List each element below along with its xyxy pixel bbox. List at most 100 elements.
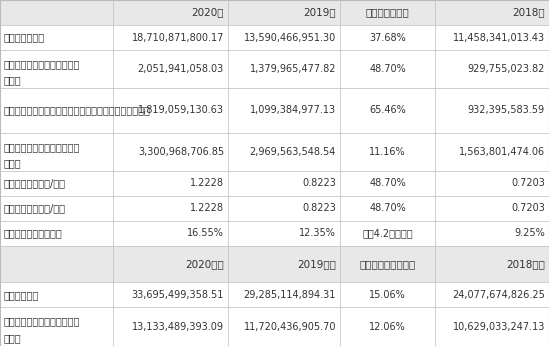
Text: 2,051,941,058.03: 2,051,941,058.03: [138, 64, 224, 74]
Text: 65.46%: 65.46%: [369, 106, 406, 116]
Text: 37.68%: 37.68%: [369, 33, 406, 43]
Text: 归属于上市公司股东的净资产: 归属于上市公司股东的净资产: [4, 317, 80, 327]
Bar: [435, 196, 549, 221]
Text: 11,458,341,013.43: 11,458,341,013.43: [453, 33, 545, 43]
Bar: [0, 221, 113, 246]
Bar: [0, 88, 113, 133]
Text: 33,695,499,358.51: 33,695,499,358.51: [132, 290, 224, 300]
Bar: [0, 0, 113, 25]
Bar: [228, 171, 340, 196]
Text: 0.7203: 0.7203: [511, 203, 545, 213]
Text: 2020年末: 2020年末: [185, 259, 224, 269]
Bar: [435, 221, 549, 246]
Bar: [0, 171, 113, 196]
Bar: [340, 221, 435, 246]
Bar: [435, 282, 549, 307]
Bar: [228, 196, 340, 221]
Text: 2018年: 2018年: [512, 8, 545, 18]
Bar: [0, 246, 113, 282]
Text: 0.8223: 0.8223: [302, 203, 336, 213]
Bar: [340, 50, 435, 88]
Bar: [113, 50, 228, 88]
Bar: [228, 307, 340, 346]
Bar: [228, 133, 340, 171]
Text: 48.70%: 48.70%: [369, 203, 406, 213]
Bar: [228, 221, 340, 246]
Bar: [435, 0, 549, 25]
Text: 16.55%: 16.55%: [187, 228, 224, 238]
Text: 本年比上年增减: 本年比上年增减: [366, 8, 410, 18]
Text: 基本每股收益（元/股）: 基本每股收益（元/股）: [4, 178, 66, 188]
Bar: [435, 246, 549, 282]
Bar: [340, 171, 435, 196]
Text: 2018年末: 2018年末: [506, 259, 545, 269]
Text: 本年末比上年末增减: 本年末比上年末增减: [360, 259, 416, 269]
Text: （元）: （元）: [4, 334, 21, 344]
Text: 1.2228: 1.2228: [190, 203, 224, 213]
Text: 加权平均净资产收益率: 加权平均净资产收益率: [4, 228, 63, 238]
Text: （元）: （元）: [4, 158, 21, 169]
Bar: [0, 282, 113, 307]
Bar: [228, 0, 340, 25]
Bar: [228, 88, 340, 133]
Text: 15.06%: 15.06%: [369, 290, 406, 300]
Bar: [113, 196, 228, 221]
Text: 归属于上市公司股东的净利润: 归属于上市公司股东的净利润: [4, 59, 80, 69]
Text: 0.8223: 0.8223: [302, 178, 336, 188]
Bar: [113, 221, 228, 246]
Text: 3,300,968,706.85: 3,300,968,706.85: [138, 147, 224, 157]
Bar: [113, 25, 228, 50]
Text: 2020年: 2020年: [192, 8, 224, 18]
Text: 1,819,059,130.63: 1,819,059,130.63: [138, 106, 224, 116]
Bar: [0, 25, 113, 50]
Bar: [228, 246, 340, 282]
Text: 9.25%: 9.25%: [514, 228, 545, 238]
Bar: [340, 196, 435, 221]
Bar: [228, 25, 340, 50]
Text: 归属于上市公司股东的扣除非经常性损益的净利润（元）: 归属于上市公司股东的扣除非经常性损益的净利润（元）: [4, 106, 151, 116]
Bar: [340, 282, 435, 307]
Bar: [340, 0, 435, 25]
Text: 1,563,801,474.06: 1,563,801,474.06: [459, 147, 545, 157]
Text: 932,395,583.59: 932,395,583.59: [468, 106, 545, 116]
Text: 营业收入（元）: 营业收入（元）: [4, 33, 45, 43]
Bar: [435, 50, 549, 88]
Text: 12.35%: 12.35%: [299, 228, 336, 238]
Text: 11,720,436,905.70: 11,720,436,905.70: [244, 322, 336, 332]
Text: 10,629,033,247.13: 10,629,033,247.13: [452, 322, 545, 332]
Text: 稀释每股收益（元/股）: 稀释每股收益（元/股）: [4, 203, 66, 213]
Text: 12.06%: 12.06%: [369, 322, 406, 332]
Bar: [435, 133, 549, 171]
Text: 2,969,563,548.54: 2,969,563,548.54: [250, 147, 336, 157]
Bar: [0, 307, 113, 346]
Text: 13,590,466,951.30: 13,590,466,951.30: [244, 33, 336, 43]
Bar: [340, 88, 435, 133]
Bar: [340, 133, 435, 171]
Text: 总资产（元）: 总资产（元）: [4, 290, 39, 300]
Bar: [340, 246, 435, 282]
Text: 13,133,489,393.09: 13,133,489,393.09: [132, 322, 224, 332]
Bar: [113, 133, 228, 171]
Text: 增加4.2个百分点: 增加4.2个百分点: [362, 228, 413, 238]
Text: 929,755,023.82: 929,755,023.82: [468, 64, 545, 74]
Bar: [435, 25, 549, 50]
Text: 1,379,965,477.82: 1,379,965,477.82: [249, 64, 336, 74]
Bar: [435, 307, 549, 346]
Bar: [435, 171, 549, 196]
Text: 48.70%: 48.70%: [369, 64, 406, 74]
Bar: [113, 307, 228, 346]
Text: 18,710,871,800.17: 18,710,871,800.17: [132, 33, 224, 43]
Bar: [113, 171, 228, 196]
Bar: [113, 246, 228, 282]
Bar: [340, 25, 435, 50]
Bar: [228, 50, 340, 88]
Text: （元）: （元）: [4, 75, 21, 85]
Text: 经营活动产生的现金流量净额: 经营活动产生的现金流量净额: [4, 142, 80, 152]
Text: 2019年末: 2019年末: [297, 259, 336, 269]
Bar: [228, 282, 340, 307]
Bar: [340, 307, 435, 346]
Bar: [0, 50, 113, 88]
Bar: [435, 88, 549, 133]
Text: 1.2228: 1.2228: [190, 178, 224, 188]
Bar: [113, 88, 228, 133]
